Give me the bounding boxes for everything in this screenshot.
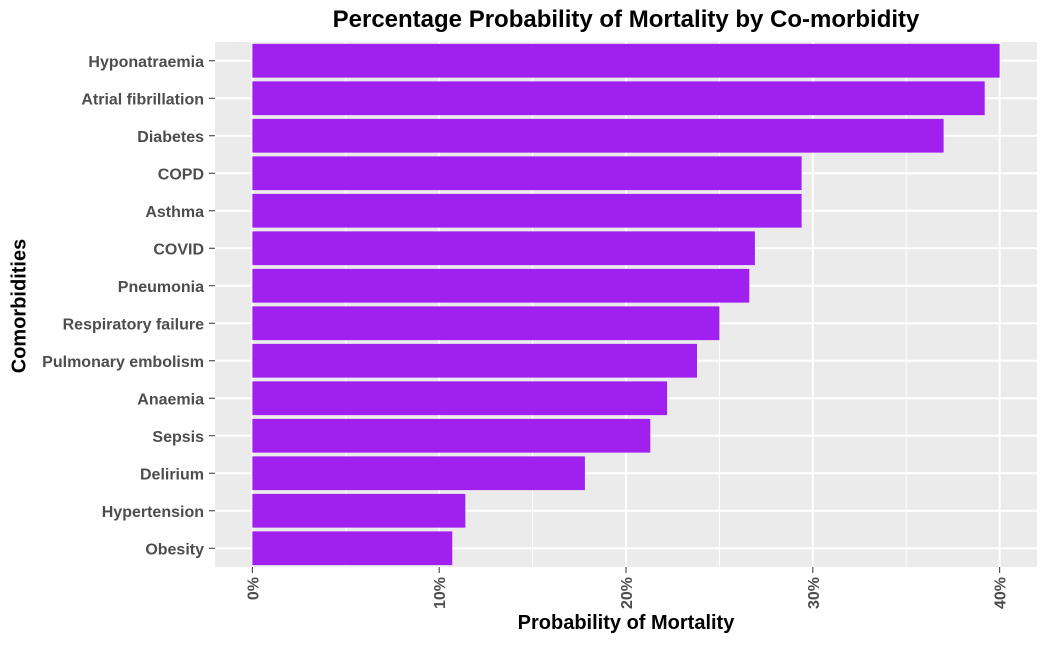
bar [252,193,802,228]
x-tick-label: 30% [806,577,823,609]
x-axis-title: Probability of Mortality [517,612,735,634]
x-tick-label: 0% [245,577,262,600]
y-tick-label: COVID [153,241,204,258]
bar [252,306,720,341]
y-tick-label: Pneumonia [118,279,204,296]
y-tick-label: Sepsis [152,429,204,446]
y-tick-label: Obesity [145,541,204,558]
chart-title: Percentage Probability of Mortality by C… [332,6,920,33]
bar [252,81,985,116]
y-tick-label: Delirium [140,466,204,483]
y-tick-label: Atrial fibrillation [81,91,204,108]
y-tick-label: Pulmonary embolism [42,354,204,371]
y-tick-label: Diabetes [137,129,204,146]
bar [252,343,697,378]
bar [252,493,466,528]
bar [252,456,585,491]
bar [252,43,1000,78]
y-tick-label: Anaemia [137,391,204,408]
y-tick-label: Hyponatraemia [88,54,204,71]
x-tick-label: 10% [432,577,449,609]
y-axis-title: Comorbidities [8,238,31,374]
bar [252,268,750,303]
bar [252,231,755,266]
bar [252,381,668,416]
y-tick-label: Hypertension [102,504,204,521]
y-tick-label: Asthma [145,204,204,221]
y-tick-label: Respiratory failure [63,316,204,333]
bar [252,118,944,153]
y-tick-label: COPD [158,166,204,183]
bar [252,531,453,566]
x-tick-label: 20% [619,577,636,609]
bar [252,418,651,453]
x-tick-label: 40% [993,577,1010,609]
bar [252,156,802,191]
